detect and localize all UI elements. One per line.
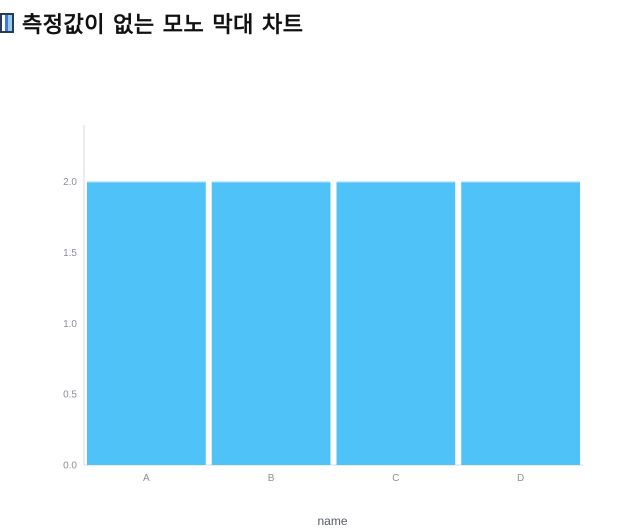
y-tick-label: 1.5 <box>63 248 77 259</box>
bar-chart-icon <box>0 13 14 33</box>
x-tick-label: C <box>392 473 399 484</box>
page-title: 측정값이 없는 모노 막대 차트 <box>22 13 304 38</box>
y-tick-label: 0.5 <box>63 390 77 401</box>
x-tick-label: A <box>143 473 150 484</box>
bar-c <box>336 181 456 465</box>
x-tick-label: B <box>268 473 275 484</box>
bar-b <box>211 181 331 465</box>
y-tick-label: 1.0 <box>63 319 77 330</box>
x-axis-title: name <box>317 514 347 528</box>
y-tick-label: 0.0 <box>63 461 77 472</box>
bar-d <box>461 181 580 465</box>
x-tick-label: D <box>517 473 524 484</box>
bar-a <box>87 181 206 465</box>
page-header: 측정값이 없는 모노 막대 차트 <box>0 6 304 40</box>
y-tick-label: 2.0 <box>63 177 77 188</box>
